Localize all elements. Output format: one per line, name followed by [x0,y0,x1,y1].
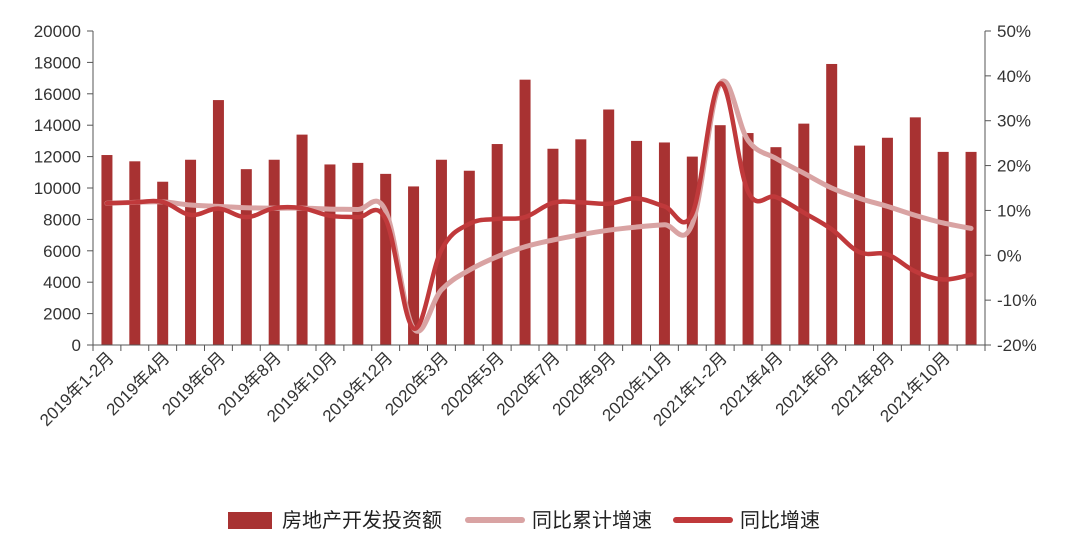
bar-20 [658,142,670,345]
line-yoy-growth [104,81,974,331]
legend-label-investment: 房地产开发投资额 [282,508,442,532]
right-tick-label-5: 30% [997,112,1031,131]
bar-10 [380,173,392,345]
left-tick-label-12000: 12000 [34,148,81,167]
right-tick-label-0: -20% [997,336,1037,355]
right-tick-label-1: -10% [997,291,1037,310]
bar-19 [631,140,643,345]
bar-18 [603,109,615,345]
bar-3 [185,159,197,345]
bar-13 [463,170,475,345]
bar-1 [129,161,141,345]
bar-30 [937,151,949,345]
bar-24 [770,147,782,345]
bar-23 [742,133,754,345]
left-tick-label-8000: 8000 [43,210,81,229]
bar-17 [575,139,587,345]
bar-2 [157,181,169,345]
left-tick-label-18000: 18000 [34,53,81,72]
left-tick-label-4000: 4000 [43,273,81,292]
left-tick-label-16000: 16000 [34,85,81,104]
legend-label-yoy-growth: 同比增速 [740,508,820,532]
right-tick-label-3: 10% [997,201,1031,220]
left-tick-label-2000: 2000 [43,305,81,324]
right-tick-label-2: 0% [997,246,1022,265]
right-tick-label-4: 20% [997,157,1031,176]
line-series [104,78,974,334]
bar-9 [352,162,364,345]
right-tick-label-7: 50% [997,22,1031,41]
left-axis-ticks: 0 2000 4000 6000 8000 10000 12000 14000 16000 180… [34,22,93,355]
left-tick-label-10000: 10000 [34,179,81,198]
bar-15 [519,79,531,346]
bar-28 [881,137,893,345]
bar-16 [547,148,559,345]
bar-26 [826,63,838,345]
left-tick-label-6000: 6000 [43,242,81,261]
legend-label-cumulative-growth: 同比累计增速 [532,508,652,532]
legend: 房地产开发投资额 同比累计增速 同比增速 [228,508,820,532]
bar-8 [324,164,336,345]
bar-21 [686,156,698,345]
line-cumulative-growth [104,78,974,334]
bar-7 [296,134,308,345]
right-tick-label-6: 40% [997,67,1031,86]
left-tick-label-14000: 14000 [34,116,81,135]
bar-31 [965,151,977,345]
left-tick-label-20000: 20000 [34,22,81,41]
bar-25 [798,123,810,345]
bar-series [101,63,977,346]
legend-swatch-investment [228,512,272,529]
bar-11 [408,186,420,345]
bar-0 [101,155,113,345]
bar-6 [268,159,280,345]
bar-5 [240,169,252,345]
right-axis-ticks: -20% -10% 0% 10% 20% 30% 40% 50% [985,22,1037,355]
left-tick-label-0: 0 [72,336,81,355]
bar-29 [909,117,921,345]
bar-14 [491,144,503,345]
bar-4 [212,100,224,345]
bar-27 [854,145,866,345]
bar-22 [714,125,726,345]
